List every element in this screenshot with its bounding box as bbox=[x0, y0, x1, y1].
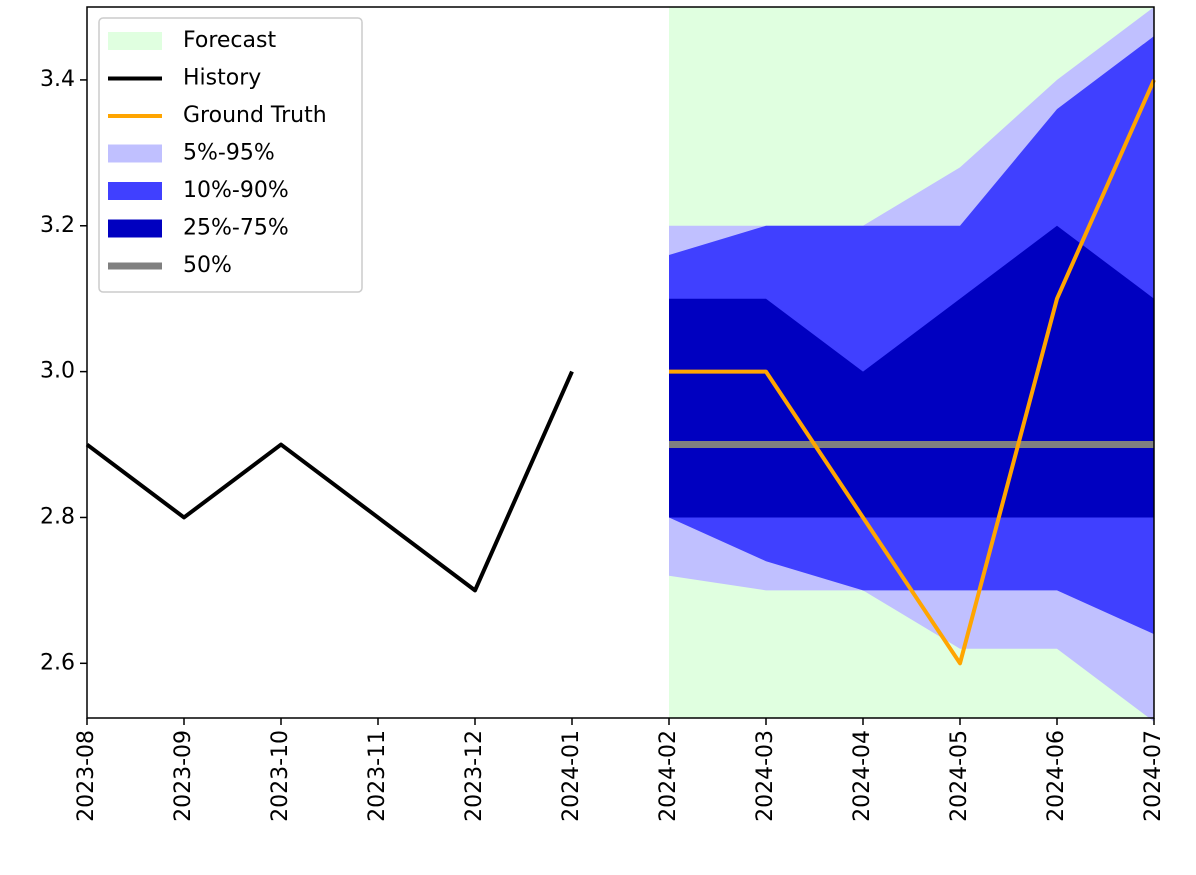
legend-patch bbox=[108, 182, 162, 200]
y-tick-label: 3.0 bbox=[40, 359, 75, 384]
y-tick-label: 3.2 bbox=[40, 213, 75, 238]
y-tick-label: 2.8 bbox=[40, 504, 75, 529]
legend-patch bbox=[108, 32, 162, 50]
legend-patch bbox=[108, 219, 162, 238]
plot-frame bbox=[86, 6, 1155, 719]
x-tick-label: 2024-03 bbox=[753, 730, 778, 822]
legend-label: 5%-95% bbox=[183, 141, 275, 166]
legend-label: 25%-75% bbox=[183, 216, 289, 241]
legend-label: Forecast bbox=[183, 28, 276, 53]
x-tick-label: 2023-08 bbox=[74, 730, 99, 822]
y-tick-label: 2.6 bbox=[40, 650, 75, 675]
line-series bbox=[669, 79, 1156, 666]
x-tick-label: 2023-10 bbox=[268, 730, 293, 822]
legend-box bbox=[98, 17, 363, 293]
legend-label: History bbox=[183, 66, 261, 91]
x-tick-label: 2024-01 bbox=[559, 730, 584, 822]
x-tick-label: 2023-12 bbox=[462, 730, 487, 822]
legend: Forecast History Ground Truth 5%-95% 10%-90%… bbox=[98, 17, 363, 293]
y-tick-label: 3.4 bbox=[40, 67, 75, 92]
legend-patch bbox=[108, 144, 162, 163]
legend-label: 50% bbox=[183, 253, 232, 278]
x-tick-label: 2024-05 bbox=[947, 730, 972, 822]
x-tick-label: 2023-11 bbox=[365, 730, 390, 822]
x-tick-label: 2024-07 bbox=[1141, 730, 1166, 822]
x-tick-label: 2024-04 bbox=[850, 730, 875, 822]
x-tick-label: 2024-06 bbox=[1044, 730, 1069, 822]
legend-label: 10%-90% bbox=[183, 178, 289, 203]
x-tick-label: 2024-02 bbox=[656, 730, 681, 822]
legend-label: Ground Truth bbox=[183, 103, 327, 128]
x-tick-label: 2023-09 bbox=[171, 730, 196, 822]
line-series bbox=[85, 370, 574, 593]
